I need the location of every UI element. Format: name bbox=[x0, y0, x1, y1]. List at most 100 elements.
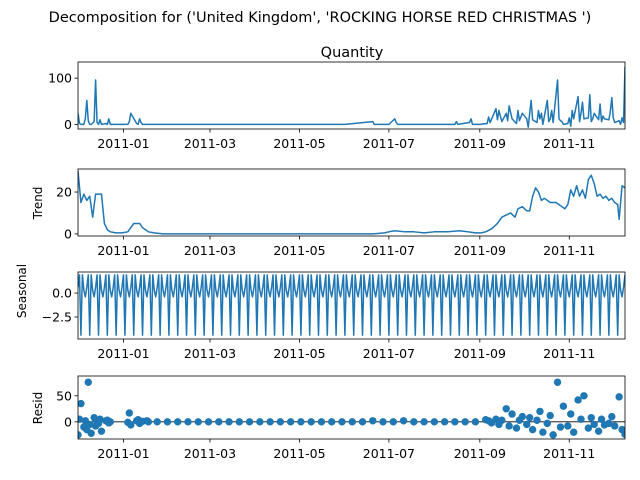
resid-point bbox=[556, 423, 565, 431]
ytick-label-trend: 0 bbox=[64, 226, 72, 241]
resid-point bbox=[508, 410, 516, 418]
xtick-label-quantity: 2011-11 bbox=[543, 136, 595, 151]
resid-point bbox=[539, 428, 547, 436]
xtick-label-trend: 2011-05 bbox=[273, 243, 325, 258]
ytick-label-resid: 50 bbox=[56, 388, 72, 403]
resid-point bbox=[605, 419, 613, 428]
resid-point bbox=[84, 378, 92, 386]
resid-point bbox=[577, 415, 585, 423]
xtick-label-seasonal: 2011-05 bbox=[273, 346, 325, 361]
plot-quantity: 0 100 2011-01 2011-03 2011-05 2011-07 2011-09 2… bbox=[48, 61, 626, 151]
resid-point bbox=[78, 399, 85, 408]
plot-area-seasonal bbox=[78, 274, 625, 336]
resid-point bbox=[580, 392, 588, 400]
resid-point bbox=[471, 418, 480, 426]
resid-point bbox=[440, 418, 449, 426]
resid-point bbox=[594, 427, 603, 435]
resid-point bbox=[144, 418, 153, 426]
resid-point bbox=[225, 418, 233, 426]
axes-frame-resid bbox=[77, 375, 626, 440]
resid-point bbox=[518, 412, 527, 421]
series-line-quantity bbox=[78, 66, 625, 128]
resid-point bbox=[528, 425, 537, 434]
resid-point bbox=[461, 418, 469, 426]
xtick-label-trend: 2011-11 bbox=[543, 243, 595, 258]
resid-point bbox=[235, 418, 244, 426]
ytick-label-trend: 20 bbox=[56, 185, 72, 200]
resid-point bbox=[543, 419, 551, 428]
resid-point bbox=[204, 418, 213, 426]
resid-point bbox=[608, 412, 616, 421]
ytick-label-seasonal: −2.5 bbox=[42, 309, 72, 324]
resid-point bbox=[567, 410, 575, 418]
resid-point bbox=[525, 413, 534, 422]
resid-point bbox=[505, 422, 513, 430]
resid-point bbox=[245, 418, 254, 426]
resid-point bbox=[546, 411, 554, 420]
resid-point bbox=[215, 418, 223, 426]
panel-resid: Resid 0 50 2011-01 2011-03 2011-05 2011-07 201… bbox=[31, 375, 626, 461]
resid-point bbox=[125, 409, 134, 417]
xtick-label-seasonal: 2011-09 bbox=[454, 346, 506, 361]
xtick-label-resid: 2011-11 bbox=[543, 446, 595, 461]
resid-point bbox=[87, 429, 95, 437]
resid-point bbox=[286, 418, 295, 426]
axes-frame-quantity bbox=[77, 61, 626, 130]
xtick-label-resid: 2011-05 bbox=[273, 446, 325, 461]
xtick-label-resid: 2011-09 bbox=[454, 446, 506, 461]
panel-seasonal: Seasonal 0.0 −2.5 2011-01 2011-03 2011-05 201… bbox=[15, 264, 626, 361]
resid-point bbox=[317, 418, 326, 426]
plot-seasonal: 0.0 −2.5 2011-01 2011-03 2011-05 2011-07 2011-… bbox=[42, 271, 626, 361]
series-line-seasonal bbox=[78, 274, 625, 336]
axes-frame-seasonal bbox=[77, 271, 626, 340]
plot-resid: 0 50 2011-01 2011-03 2011-05 2011-07 2011-09 20… bbox=[56, 375, 626, 461]
resid-point bbox=[307, 418, 315, 426]
resid-point bbox=[379, 418, 387, 426]
xtick-label-resid: 2011-03 bbox=[184, 446, 236, 461]
xtick-label-quantity: 2011-07 bbox=[363, 136, 415, 151]
axes-frame-trend bbox=[77, 168, 626, 237]
resid-point bbox=[86, 420, 94, 429]
resid-point bbox=[163, 418, 172, 426]
xtick-label-resid: 2011-07 bbox=[363, 446, 415, 461]
series-line-trend bbox=[78, 171, 625, 235]
resid-point bbox=[97, 427, 106, 435]
ytick-label-resid: 0 bbox=[64, 414, 72, 429]
resid-point bbox=[174, 418, 182, 426]
xtick-label-quantity: 2011-05 bbox=[273, 136, 325, 151]
resid-point bbox=[553, 378, 562, 386]
xtick-label-trend: 2011-03 bbox=[184, 243, 236, 258]
xtick-label-trend: 2011-07 bbox=[363, 243, 415, 258]
xtick-label-seasonal: 2011-07 bbox=[363, 346, 415, 361]
resid-point bbox=[256, 418, 264, 426]
ytick-label-quantity: 100 bbox=[48, 71, 72, 86]
resid-point bbox=[297, 418, 305, 426]
resid-point bbox=[597, 415, 606, 423]
resid-point bbox=[266, 418, 274, 426]
resid-point bbox=[498, 416, 506, 424]
xtick-label-seasonal: 2011-11 bbox=[543, 346, 595, 361]
resid-point bbox=[502, 405, 510, 413]
resid-point bbox=[549, 431, 557, 439]
xtick-label-trend: 2011-09 bbox=[454, 243, 506, 258]
ytick-label-seasonal: 0.0 bbox=[52, 286, 72, 301]
resid-point bbox=[369, 417, 377, 425]
xtick-label-quantity: 2011-01 bbox=[97, 136, 149, 151]
resid-point bbox=[348, 418, 356, 426]
resid-point bbox=[569, 428, 578, 436]
resid-point bbox=[615, 393, 623, 401]
resid-point bbox=[184, 418, 192, 426]
resid-point bbox=[564, 422, 572, 430]
resid-point bbox=[338, 418, 346, 426]
resid-point bbox=[420, 418, 428, 426]
plot-trend: 0 20 2011-01 2011-03 2011-05 2011-07 2011-09 20… bbox=[56, 168, 626, 258]
resid-point bbox=[587, 413, 595, 422]
plot-area-resid bbox=[78, 378, 625, 439]
resid-point bbox=[584, 424, 593, 432]
xtick-label-quantity: 2011-09 bbox=[454, 136, 506, 151]
resid-point bbox=[512, 424, 521, 432]
panel-trend: Trend 0 20 2011-01 2011-03 2011-05 2011-07 201… bbox=[31, 168, 626, 258]
resid-point bbox=[276, 418, 285, 426]
resid-point bbox=[451, 418, 459, 426]
